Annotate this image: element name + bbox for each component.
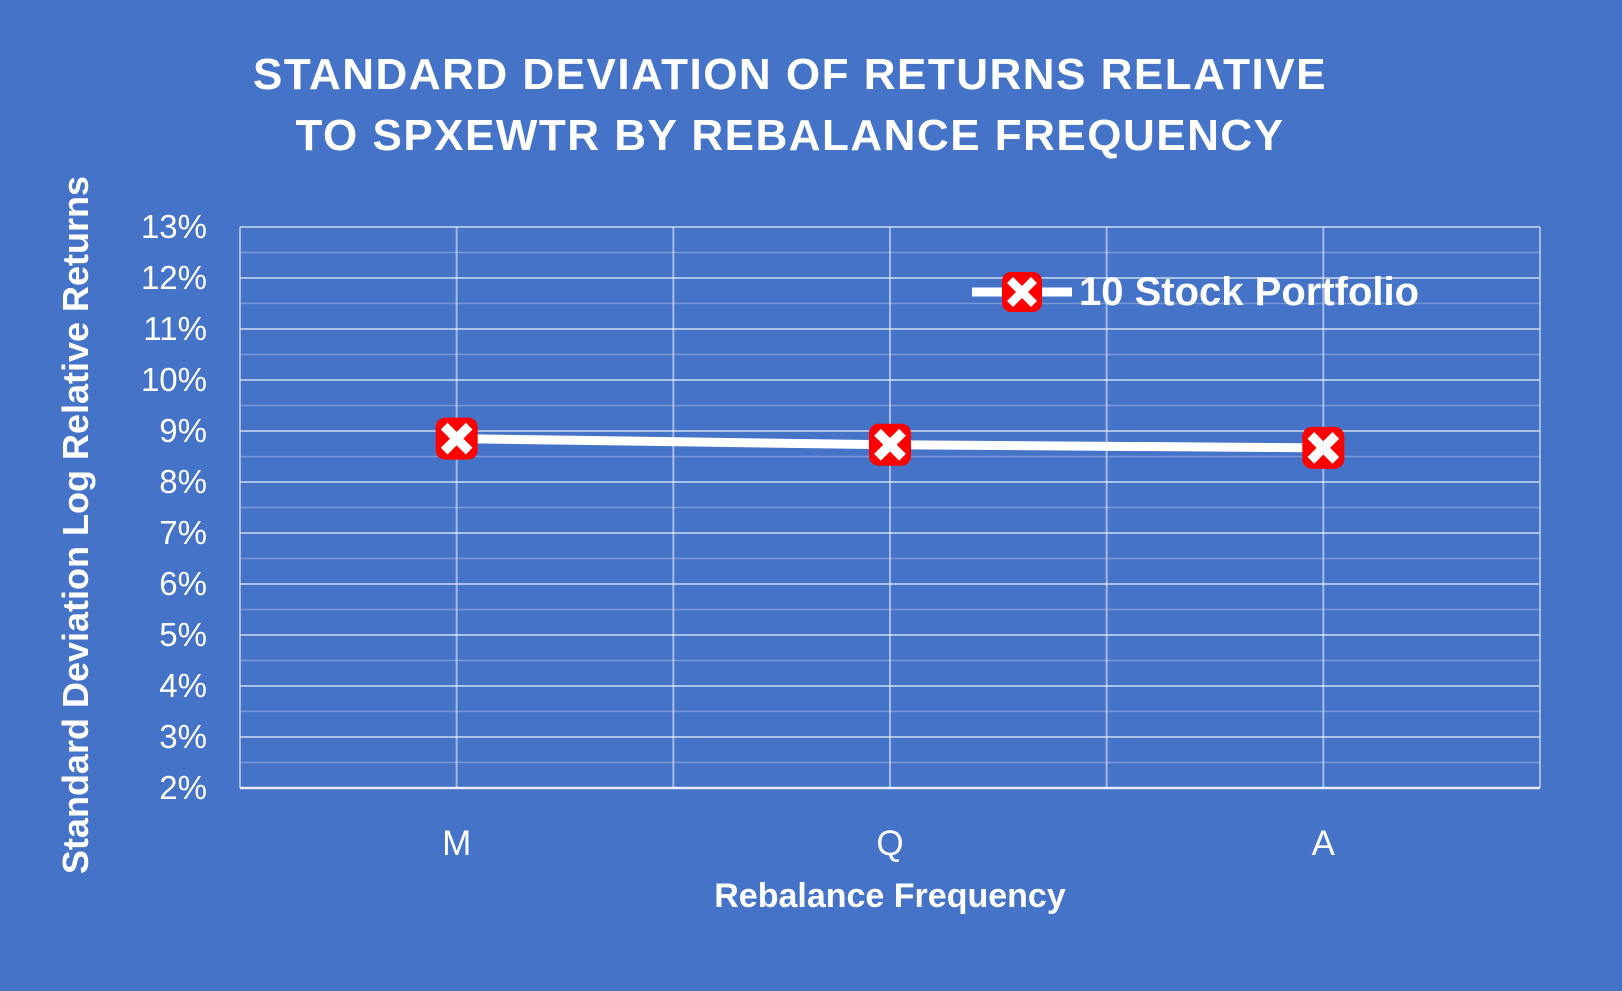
legend: 10 Stock Portfolio bbox=[972, 266, 1419, 318]
y-tick-label: 8% bbox=[159, 463, 207, 500]
chart-title-line-2: TO SPXEWTR BY REBALANCE FREQUENCY bbox=[295, 111, 1285, 160]
marker-x-icon bbox=[874, 428, 906, 461]
y-tick-label: 4% bbox=[159, 667, 207, 704]
y-tick-label: 9% bbox=[159, 412, 207, 449]
x-axis-title: Rebalance Frequency bbox=[714, 877, 1066, 915]
chart-title-line-1: STANDARD DEVIATION OF RETURNS RELATIVE bbox=[253, 50, 1327, 99]
x-tick-label: A bbox=[1311, 824, 1335, 863]
legend-label: 10 Stock Portfolio bbox=[1079, 269, 1420, 314]
y-tick-label: 11% bbox=[143, 310, 207, 347]
y-tick-label: 12% bbox=[140, 259, 207, 296]
y-tick-label: 10% bbox=[140, 361, 207, 398]
legend-marker-icon bbox=[972, 272, 1072, 312]
x-tick-label: Q bbox=[876, 824, 904, 863]
y-tick-label: 2% bbox=[159, 769, 207, 806]
x-tick-label: M bbox=[442, 824, 472, 863]
y-tick-label: 6% bbox=[159, 565, 207, 602]
marker-x-icon bbox=[1307, 431, 1340, 464]
chart-title: STANDARD DEVIATION OF RETURNS RELATIVE T… bbox=[0, 44, 1580, 166]
y-tick-label: 13% bbox=[140, 208, 207, 245]
y-tick-label: 3% bbox=[159, 718, 207, 755]
y-tick-label: 5% bbox=[159, 616, 207, 653]
marker-x-icon bbox=[440, 422, 473, 455]
y-tick-label: 7% bbox=[159, 514, 207, 551]
